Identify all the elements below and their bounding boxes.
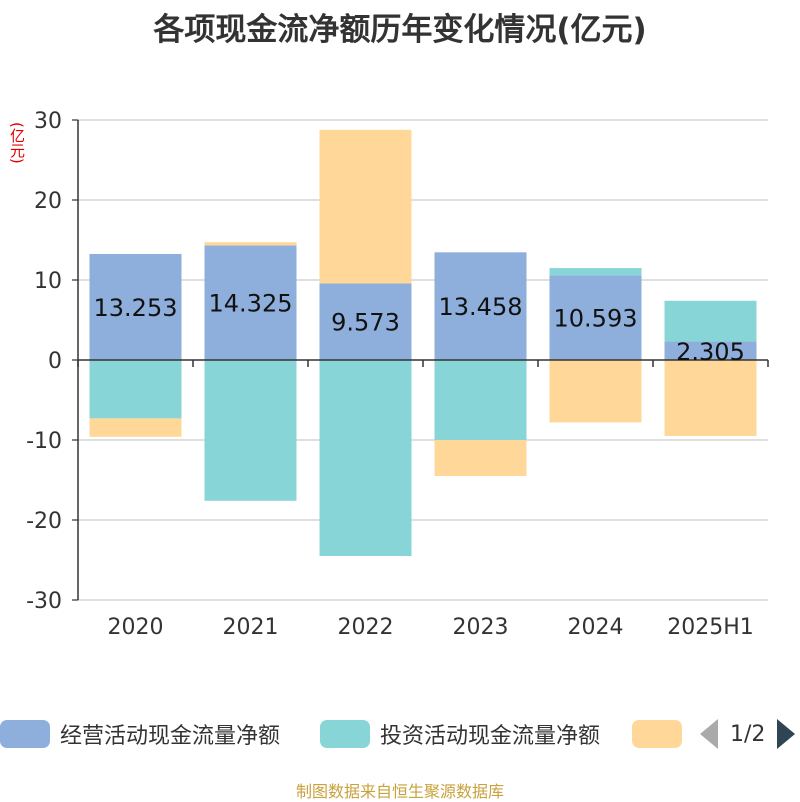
bar-series-1-2024 [549,268,642,276]
legend-swatch-operating [0,720,50,748]
bar-series-1-2021 [204,360,297,501]
bar-series-1-2025H1 [664,300,757,342]
bar-series-1-2020 [89,360,182,419]
legend-item-operating[interactable]: 经营活动现金流量净额 [0,716,280,752]
data-label-operating: 10.593 [554,305,638,333]
bar-series-2-2020 [89,418,182,437]
data-source-note: 制图数据来自恒生聚源数据库 [295,782,504,801]
bar-series-0-2021 [204,245,297,360]
y-tick-label: 10 [34,269,62,294]
legend-item-investing[interactable]: 投资活动现金流量净额 [320,716,600,752]
x-category-label: 2024 [568,615,624,640]
bar-series-2-2024 [549,360,642,423]
legend-label-operating: 经营活动现金流量净额 [60,724,281,749]
bar-series-2-2021 [204,242,297,246]
y-tick-label: 0 [48,349,62,374]
data-label-operating: 9.573 [331,309,400,337]
y-tick-label: -30 [26,589,62,614]
bar-series-2-2025H1 [664,360,757,436]
data-label-operating: 13.458 [439,293,523,321]
data-label-operating: 2.305 [676,338,745,366]
legend-swatch-financing [632,720,682,748]
bar-series-0-2024 [549,275,642,360]
x-category-label: 2025H1 [667,615,754,640]
legend-item-financing[interactable] [632,716,692,752]
stacked-bar-chart: 30 20 10 0 -10 -20 -30 13.253 14.325 9.573 13.458 1… [26,109,769,640]
legend-label-investing: 投资活动现金流量净额 [380,724,601,749]
y-tick-label: -20 [26,509,62,534]
y-tick-label: 30 [34,109,62,134]
chart-legend: 经营活动现金流量净额 投资活动现金流量净额 1/2 [0,716,800,756]
data-label-operating: 14.325 [209,290,293,318]
bar-series-2-2023 [434,440,527,476]
x-category-label: 2020 [108,615,164,640]
legend-page-indicator: 1/2 [730,721,766,747]
legend-pager: 1/2 [700,716,796,752]
x-category-label: 2023 [453,615,509,640]
bar-series-0-2025H1 [664,341,757,360]
legend-next-page-icon[interactable] [777,719,796,749]
legend-prev-page-icon[interactable] [700,719,718,749]
bar-series-0-2022 [319,283,412,360]
y-axis-unit-label: (亿元) [8,122,26,164]
bar-series-0-2023 [434,252,527,360]
legend-swatch-investing [320,720,370,748]
bar-series-1-2023 [434,360,527,440]
bar-series-0-2020 [89,253,182,360]
y-tick-label: 20 [34,189,62,214]
x-category-label: 2022 [338,615,394,640]
x-category-label: 2021 [223,615,279,640]
bar-series-1-2022 [319,360,412,556]
y-tick-label: -10 [26,429,62,454]
bar-series-2-2022 [319,129,412,284]
chart-title: 各项现金流净额历年变化情况(亿元) [153,12,647,48]
data-label-operating: 13.253 [94,294,178,322]
